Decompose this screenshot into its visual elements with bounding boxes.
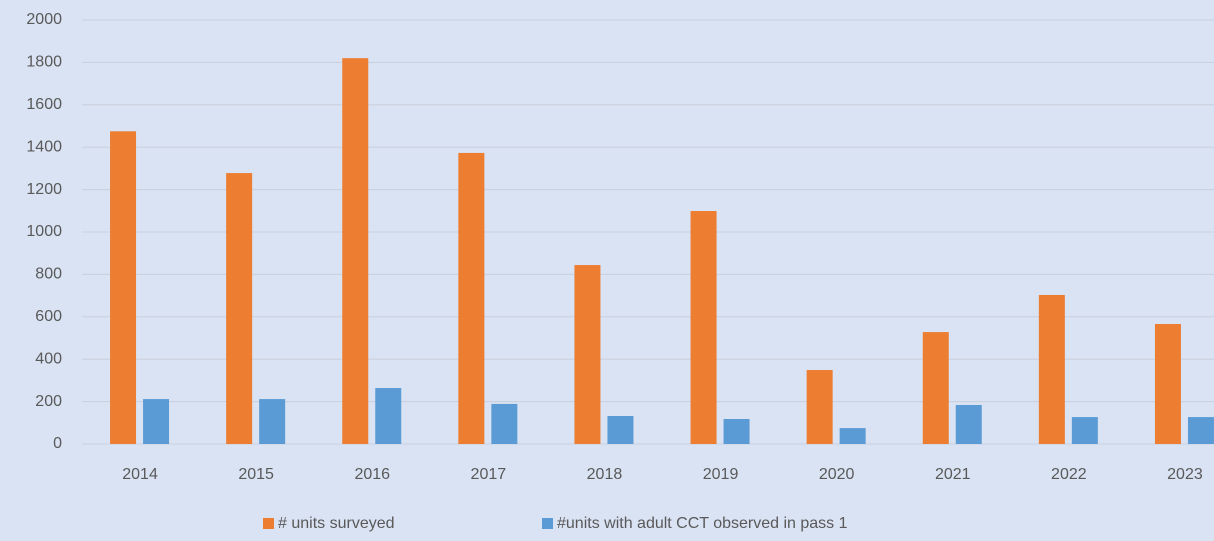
bar bbox=[607, 416, 634, 444]
y-tick-label: 800 bbox=[35, 266, 62, 283]
legend-swatch bbox=[263, 518, 274, 529]
x-tick-label: 2016 bbox=[354, 466, 390, 483]
y-tick-label: 1000 bbox=[26, 223, 62, 240]
x-tick-label: 2015 bbox=[238, 466, 274, 483]
y-tick-label: 1400 bbox=[26, 138, 62, 155]
y-tick-label: 2000 bbox=[26, 11, 62, 28]
bar bbox=[458, 152, 485, 444]
bar bbox=[1071, 417, 1098, 444]
bar bbox=[491, 403, 518, 444]
x-tick-label: 2021 bbox=[935, 466, 971, 483]
bar bbox=[375, 388, 402, 444]
y-tick-label: 600 bbox=[35, 308, 62, 325]
bar bbox=[143, 399, 170, 444]
bar bbox=[342, 58, 369, 444]
bar bbox=[1187, 417, 1214, 444]
y-tick-label: 400 bbox=[35, 350, 62, 367]
bar bbox=[110, 131, 137, 445]
y-tick-label: 1200 bbox=[26, 181, 62, 198]
y-tick-label: 200 bbox=[35, 393, 62, 410]
bar bbox=[723, 418, 750, 444]
legend-label: #units with adult CCT observed in pass 1 bbox=[557, 515, 848, 532]
x-tick-label: 2020 bbox=[819, 466, 855, 483]
y-tick-label: 0 bbox=[53, 435, 62, 452]
bar bbox=[574, 265, 601, 444]
y-tick-label: 1600 bbox=[26, 96, 62, 113]
bar bbox=[226, 173, 253, 444]
x-tick-label: 2019 bbox=[703, 466, 739, 483]
bar bbox=[922, 332, 949, 444]
x-tick-label: 2023 bbox=[1167, 466, 1203, 483]
x-tick-label: 2017 bbox=[471, 466, 507, 483]
x-tick-label: 2018 bbox=[587, 466, 623, 483]
bar bbox=[1154, 324, 1181, 444]
legend-label: # units surveyed bbox=[278, 515, 395, 532]
bar bbox=[955, 404, 982, 444]
bar bbox=[259, 399, 286, 444]
x-tick-label: 2014 bbox=[122, 466, 158, 483]
y-tick-label: 1800 bbox=[26, 54, 62, 71]
legend-swatch bbox=[542, 518, 553, 529]
bar bbox=[839, 428, 866, 444]
bar bbox=[1038, 294, 1065, 444]
x-tick-label: 2022 bbox=[1051, 466, 1087, 483]
bar bbox=[690, 211, 717, 444]
bar bbox=[806, 370, 833, 444]
